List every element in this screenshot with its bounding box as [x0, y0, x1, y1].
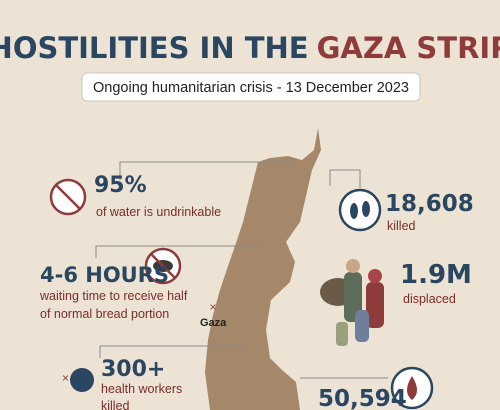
- stat-text: health workers: [101, 382, 182, 396]
- gaza-marker: ×: [209, 300, 216, 314]
- person: [346, 259, 360, 273]
- person: [368, 269, 382, 283]
- person: [366, 282, 384, 328]
- leader-line: [99, 345, 246, 358]
- title-part: GAZA STRIP: [317, 31, 500, 65]
- title-part: HOSTILITIES IN THE: [0, 31, 309, 65]
- displaced-illustration: [320, 259, 384, 346]
- map: [205, 128, 321, 410]
- leader-line: [329, 169, 361, 188]
- stat-text: killed: [101, 399, 130, 410]
- stat-figure: 50,594: [318, 386, 407, 410]
- killed-icon: [362, 201, 370, 217]
- person: [344, 272, 362, 322]
- stat-text: of water is undrinkable: [96, 205, 221, 219]
- stat-text: displaced: [403, 292, 456, 306]
- stat-figure: 4-6 HOURS: [40, 263, 169, 287]
- stat-text: waiting time to receive half: [39, 289, 188, 303]
- health-icon: [70, 368, 94, 392]
- health-icon: ×: [62, 371, 69, 385]
- killed-icon: [338, 188, 382, 232]
- subtitle: Ongoing humanitarian crisis - 13 Decembe…: [93, 80, 409, 96]
- subtitle-box: [81, 72, 421, 102]
- injured-icon: [407, 376, 417, 400]
- stat-figure: 1.9M: [400, 260, 472, 290]
- water-icon: [55, 184, 81, 210]
- title: HOSTILITIES IN THE GAZA STRIP: [0, 31, 500, 65]
- leader-line: [119, 161, 298, 180]
- map-label: Gaza: [200, 317, 227, 329]
- stat-text: of normal bread portion: [40, 307, 169, 321]
- bread-icon: [150, 253, 176, 279]
- killed-icon: [350, 203, 358, 219]
- person: [336, 322, 348, 346]
- stat-figure: 95%: [94, 173, 147, 198]
- stat-text: killed: [387, 219, 416, 233]
- stat-figure: 18,608: [385, 191, 474, 217]
- stat-figure: 300+: [101, 357, 165, 382]
- leader-line: [95, 245, 262, 258]
- person: [355, 310, 369, 342]
